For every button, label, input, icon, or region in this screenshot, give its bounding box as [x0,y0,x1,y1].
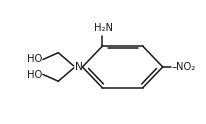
Text: HO: HO [27,70,42,80]
Text: N: N [75,62,83,72]
Text: HO: HO [27,54,42,64]
Text: –NO₂: –NO₂ [172,62,196,72]
Text: H₂N: H₂N [94,23,113,33]
